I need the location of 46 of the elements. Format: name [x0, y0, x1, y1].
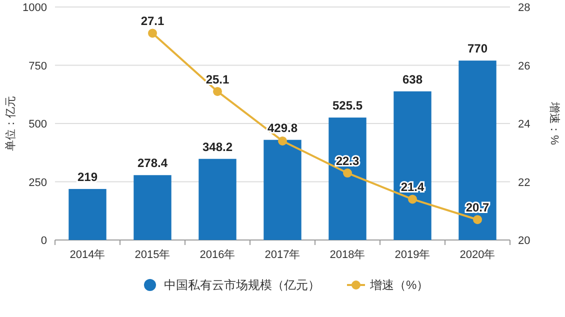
y2-tick-label: 28 — [518, 2, 530, 14]
bar — [458, 60, 496, 240]
x-tick-label: 2019年 — [394, 249, 430, 261]
y-tick-label: 0 — [40, 235, 47, 247]
data-label: 278.4 — [137, 156, 168, 170]
data-label: 20.7 — [466, 200, 490, 215]
x-tick-label: 2015年 — [134, 249, 170, 261]
y2-tick-label: 20 — [518, 235, 530, 247]
point — [343, 168, 352, 178]
y-tick-label: 750 — [28, 60, 47, 72]
x-tick-label: 2014年 — [70, 249, 106, 261]
point — [213, 86, 222, 96]
x-tick-label: 2018年 — [330, 249, 366, 261]
data-label: 25.1 — [206, 72, 230, 86]
data-label: 429.8 — [267, 120, 298, 135]
data-label: 22.3 — [336, 154, 360, 168]
y-axis-title: 单位：亿元 — [4, 96, 17, 151]
legend-label: 增速（%） — [369, 278, 429, 292]
bar — [134, 175, 172, 240]
data-label: 770 — [467, 42, 488, 56]
x-tick-label: 2020年 — [460, 249, 496, 261]
y2-tick-label: 26 — [518, 60, 530, 72]
y2-axis-title: 增速：% — [548, 101, 561, 146]
data-label: 27.1 — [140, 14, 164, 28]
bar — [328, 118, 366, 240]
bar — [264, 140, 302, 240]
point — [278, 136, 287, 146]
bar — [198, 158, 236, 240]
data-label: 638 — [402, 72, 423, 86]
y-tick-label: 1000 — [22, 2, 47, 14]
point — [148, 28, 157, 38]
data-label: 219 — [77, 170, 98, 184]
point — [408, 194, 417, 204]
y2-tick-label: 24 — [518, 118, 530, 130]
legend-label: 中国私有云市场规模（亿元） — [164, 278, 320, 292]
y-tick-label: 250 — [28, 176, 47, 189]
data-label: 21.4 — [400, 180, 424, 194]
point — [473, 215, 482, 224]
bar — [68, 188, 106, 240]
x-tick-label: 2017年 — [264, 249, 300, 261]
y2-tick-label: 22 — [518, 176, 530, 189]
data-label: 525.5 — [332, 98, 363, 113]
bar — [394, 91, 432, 240]
data-label: 348.2 — [202, 140, 233, 154]
x-tick-label: 2016年 — [200, 249, 236, 261]
y-tick-label: 500 — [28, 118, 47, 130]
